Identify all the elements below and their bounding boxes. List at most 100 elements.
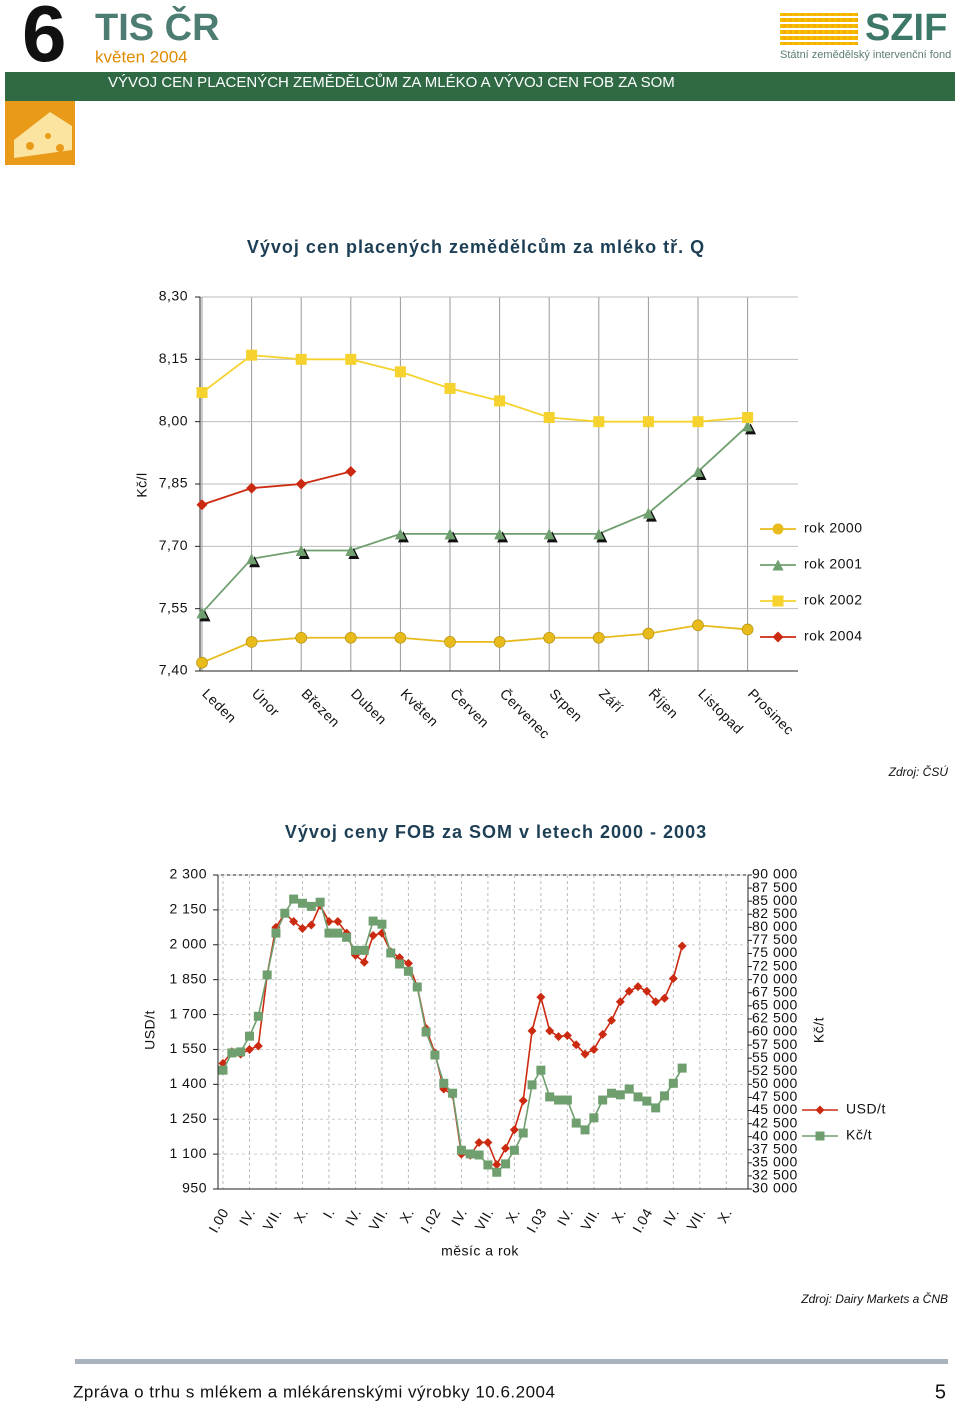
- data-point: [633, 1092, 643, 1102]
- data-point: [333, 917, 343, 927]
- data-point: [692, 466, 704, 478]
- data-point: [444, 382, 456, 394]
- data-point: [246, 349, 258, 361]
- data-point: [742, 420, 754, 432]
- y2-tick-label: 67 500: [752, 983, 798, 999]
- page-number: 5: [935, 1381, 946, 1403]
- data-point: [395, 959, 405, 969]
- data-point: [562, 1030, 572, 1040]
- y2-tick-label: 80 000: [752, 918, 798, 934]
- y2-tick-label: 60 000: [752, 1023, 798, 1039]
- y2-tick-label: 77 500: [752, 931, 798, 947]
- data-point: [196, 656, 208, 669]
- data-point: [554, 1032, 564, 1042]
- data-point: [598, 1095, 608, 1105]
- logo-stripes: [780, 13, 858, 45]
- x-tick-label: IV.: [342, 1205, 365, 1228]
- data-point: [483, 1160, 493, 1170]
- y2-tick-label: 35 000: [752, 1154, 798, 1170]
- brand: TIS ČR: [95, 4, 220, 49]
- data-point: [412, 982, 422, 992]
- y-tick-label: 7,40: [159, 662, 188, 678]
- y2-tick-label: 72 500: [752, 957, 798, 973]
- data-point: [244, 1044, 254, 1054]
- y-tick-label: 1 700: [169, 1005, 207, 1021]
- data-point: [196, 499, 208, 511]
- y2-tick-label: 52 500: [752, 1062, 798, 1078]
- chart-title: Vývoj cen placených zemědělcům za mléko …: [247, 237, 705, 257]
- data-point: [615, 997, 625, 1007]
- data-point: [324, 928, 334, 938]
- y-tick-label: 8,00: [159, 412, 188, 428]
- data-point: [289, 894, 299, 904]
- data-point: [589, 1113, 599, 1123]
- chapter-number: 6: [22, 0, 67, 78]
- legend-marker: [772, 559, 784, 571]
- data-point: [668, 974, 678, 984]
- data-point: [444, 528, 456, 540]
- data-point: [456, 1145, 466, 1155]
- legend-marker: [772, 595, 784, 607]
- x-tick-label: X.: [608, 1205, 629, 1225]
- x-tick-label: I.04: [629, 1205, 656, 1235]
- y2-tick-label: 37 500: [752, 1140, 798, 1156]
- y2-tick-label: 30 000: [752, 1180, 798, 1196]
- y-tick-label: 1 250: [169, 1110, 207, 1126]
- y2-tick-label: 32 500: [752, 1167, 798, 1183]
- data-point: [359, 957, 369, 967]
- data-point: [394, 631, 407, 644]
- data-point: [421, 1027, 431, 1037]
- x-tick-label: Říjen: [646, 685, 682, 721]
- data-point: [227, 1048, 237, 1058]
- data-point: [692, 416, 704, 428]
- x-tick-label: Únor: [249, 685, 283, 719]
- x-tick-label: Září: [596, 685, 626, 715]
- data-point: [642, 1096, 652, 1106]
- y-tick-label: 8,15: [159, 350, 188, 366]
- x-tick-label: Duben: [348, 685, 390, 727]
- y2-tick-label: 75 000: [752, 944, 798, 960]
- header-bar: [5, 72, 955, 101]
- data-point: [465, 1149, 475, 1159]
- data-point: [607, 1015, 617, 1025]
- x-tick-label: Květen: [398, 685, 442, 729]
- data-point: [236, 1047, 246, 1057]
- data-point: [580, 1125, 590, 1135]
- legend-marker: [772, 523, 784, 535]
- data-point: [501, 1143, 511, 1153]
- y2-tick-label: 55 000: [752, 1049, 798, 1065]
- data-point: [598, 1029, 608, 1039]
- data-point: [545, 1026, 555, 1036]
- y2-tick-label: 70 000: [752, 970, 798, 986]
- data-point: [615, 1090, 625, 1100]
- source-note: Zdroj: ČSÚ: [888, 764, 949, 779]
- y-tick-label: 1 850: [169, 970, 207, 986]
- data-point: [403, 958, 413, 968]
- data-point: [345, 353, 357, 365]
- x-tick-label: Listopad: [695, 685, 747, 737]
- legend-label: rok 2001: [804, 556, 862, 572]
- data-point: [543, 631, 556, 644]
- data-point: [543, 412, 555, 424]
- data-point: [527, 1080, 537, 1090]
- y-axis-label: USD/t: [142, 1010, 158, 1050]
- y-tick-label: 1 400: [169, 1075, 207, 1091]
- data-point: [368, 930, 378, 940]
- data-point: [592, 631, 605, 644]
- legend-label: rok 2004: [804, 628, 862, 644]
- x-tick-label: VII.: [683, 1205, 708, 1233]
- data-point: [345, 544, 357, 556]
- data-point: [545, 1092, 555, 1102]
- data-point: [483, 1137, 493, 1147]
- x-tick-label: X.: [714, 1205, 735, 1225]
- data-point: [492, 1160, 502, 1170]
- data-point: [677, 1063, 687, 1073]
- data-point: [642, 986, 652, 996]
- y2-tick-label: 42 500: [752, 1114, 798, 1130]
- series-line: [201, 624, 748, 664]
- x-tick-label: Leden: [199, 685, 240, 726]
- x-tick-label: VII.: [365, 1205, 390, 1233]
- data-point: [297, 923, 307, 933]
- data-point: [377, 919, 387, 929]
- data-point: [494, 395, 506, 407]
